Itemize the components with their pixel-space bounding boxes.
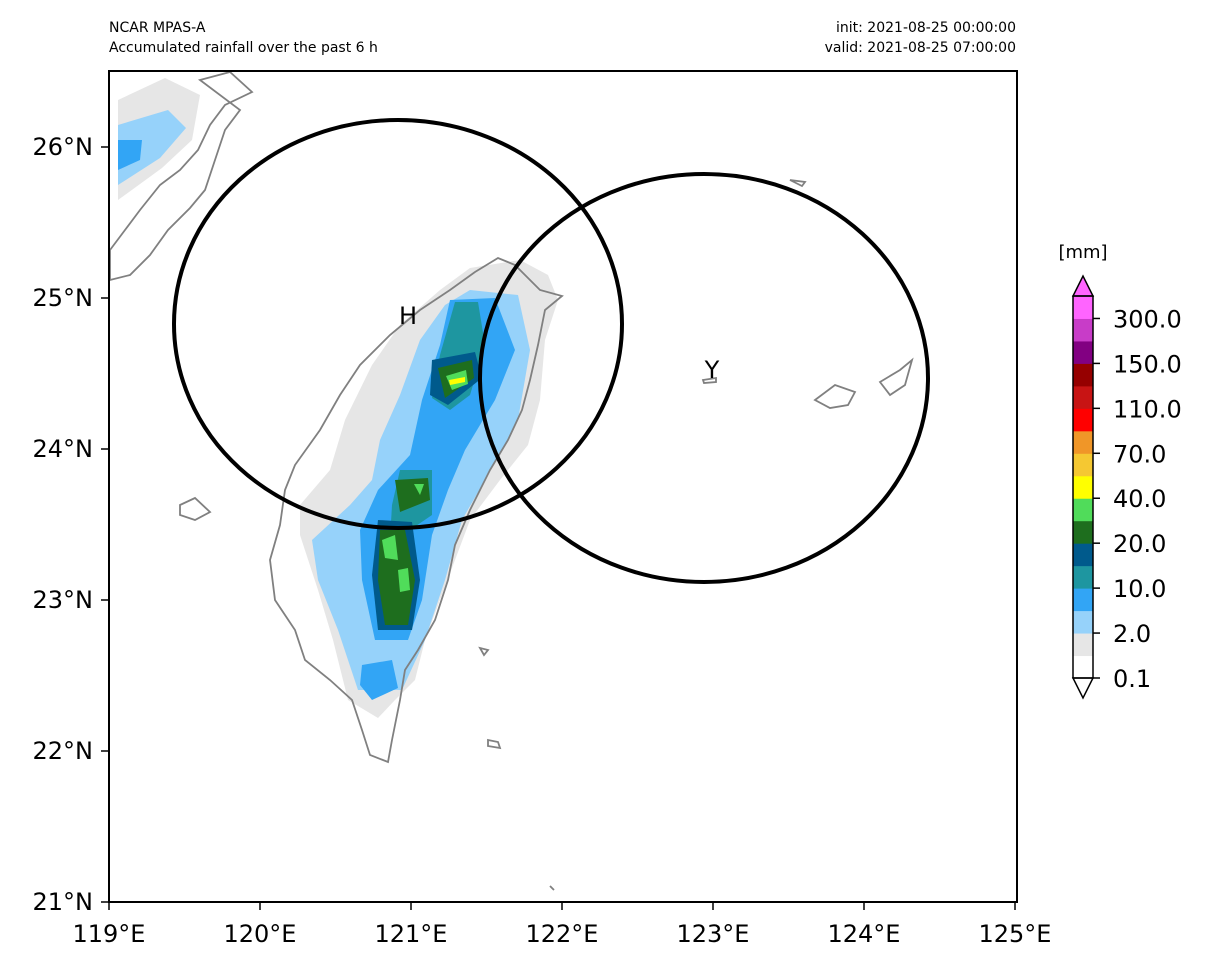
islet-small: [549, 885, 555, 891]
colorbar-segment: [1073, 475, 1093, 499]
colorbar-frame: [1072, 295, 1094, 679]
circle-h: [172, 118, 624, 530]
ryukyu-miyako: [878, 357, 914, 397]
lon-tick-label: 123°E: [677, 920, 750, 948]
coastlines: [109, 71, 914, 891]
range-circles: [172, 118, 930, 584]
colorbar-tick-label: 110.0: [1113, 395, 1182, 423]
colorbar-segment: [1073, 318, 1093, 342]
lon-tick-label: 119°E: [73, 920, 146, 948]
lon-tick-label: 120°E: [224, 920, 297, 948]
colorbar-segment: [1073, 430, 1093, 454]
rainfall-field: [118, 78, 558, 718]
marker-y: Y: [704, 356, 720, 384]
colorbar-tick-label: 10.0: [1113, 575, 1166, 603]
marker-h: H: [399, 302, 417, 330]
colorbar-segment: [1073, 498, 1093, 522]
colorbar-segment: [1073, 296, 1093, 319]
penghu-islands: [179, 496, 212, 521]
lon-tick-label: 121°E: [375, 920, 448, 948]
circle-y: [478, 172, 930, 584]
colorbar-max-arrow: [1071, 274, 1095, 297]
colorbar-segment: [1073, 543, 1093, 567]
green-island: [478, 646, 490, 657]
colorbar-segment: [1073, 408, 1093, 432]
colorbar-segment: [1073, 385, 1093, 409]
colorbar-tick-label: 2.0: [1113, 620, 1151, 648]
colorbar-segment: [1073, 655, 1093, 679]
islet-north: [789, 179, 807, 188]
colorbar-ticks: 0.1 2.0 10.0 20.0 40.0 70.0 110.0 150.0 300.0: [1093, 305, 1182, 693]
lon-tick-label: 124°E: [828, 920, 901, 948]
lon-tick-label: 122°E: [526, 920, 599, 948]
colorbar-min-arrow: [1071, 677, 1095, 700]
colorbar: [mm] 0.1 2.0 10.0 20.0 40.0 70.0 110.0 150.0 300…: [1058, 242, 1182, 700]
colorbar-segment: [1073, 633, 1093, 657]
colorbar-tick-label: 70.0: [1113, 440, 1166, 468]
taiwan-coastline: [269, 256, 564, 764]
lat-tick-label: 22°N: [33, 737, 94, 765]
colorbar-unit: [mm]: [1058, 242, 1107, 263]
header-left: NCAR MPAS-A Accumulated rainfall over th…: [109, 18, 378, 58]
colorbar-segments: [1073, 296, 1093, 679]
valid-time: valid: 2021-08-25 07:00:00: [824, 40, 1016, 56]
colorbar-segment: [1073, 520, 1093, 544]
colorbar-tick-label: 40.0: [1113, 485, 1166, 513]
ryukyu-ishigaki: [813, 383, 857, 409]
lat-tick-label: 26°N: [33, 133, 94, 161]
header-right: init: 2021-08-25 00:00:00 valid: 2021-08…: [825, 18, 1016, 58]
colorbar-segment: [1073, 453, 1093, 477]
colorbar-segment: [1073, 588, 1093, 612]
colorbar-tick-label: 300.0: [1113, 305, 1182, 333]
lon-tick-label: 125°E: [979, 920, 1052, 948]
plot-subtitle: Accumulated rainfall over the past 6 h: [109, 40, 378, 56]
colorbar-tick-label: 20.0: [1113, 530, 1166, 558]
lon-axis: 119°E 120°E 121°E 122°E 123°E 124°E 125°…: [73, 902, 1052, 948]
lat-tick-label: 25°N: [33, 284, 94, 312]
lat-axis: 21°N 22°N 23°N 24°N 25°N 26°N: [33, 133, 109, 916]
colorbar-tick-label: 0.1: [1113, 665, 1151, 693]
colorbar-segment: [1073, 610, 1093, 634]
init-time: init: 2021-08-25 00:00:00: [836, 20, 1016, 36]
yonaguni: [701, 376, 717, 384]
colorbar-segment: [1073, 565, 1093, 589]
colorbar-segment: [1073, 363, 1093, 387]
lat-tick-label: 23°N: [33, 586, 94, 614]
map-area: H Y: [109, 71, 1017, 902]
colorbar-segment: [1073, 340, 1093, 364]
map-frame: [108, 70, 1018, 903]
colorbar-tick-label: 150.0: [1113, 350, 1182, 378]
model-name: NCAR MPAS-A: [109, 20, 206, 36]
orchid-island: [487, 738, 502, 750]
lat-tick-label: 21°N: [33, 888, 94, 916]
lat-tick-label: 24°N: [33, 435, 94, 463]
